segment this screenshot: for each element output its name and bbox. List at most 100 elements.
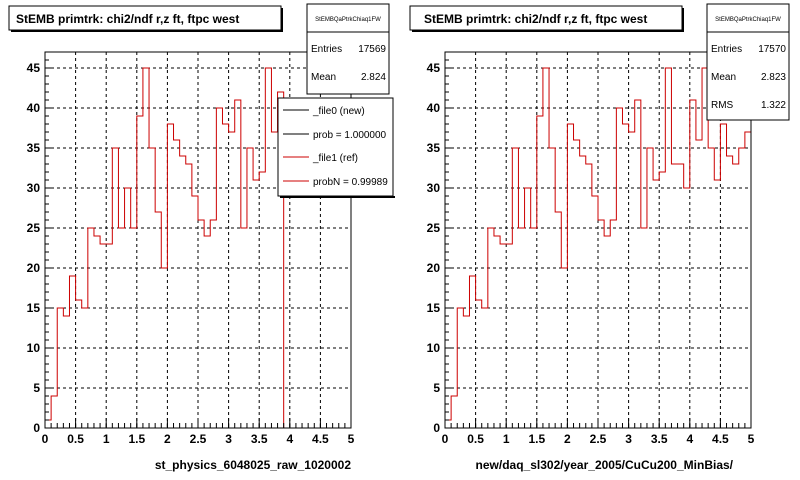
histogram-bin (112, 148, 118, 428)
histogram-bin (647, 148, 653, 428)
histogram-bin (161, 268, 167, 428)
histogram-bin (82, 308, 88, 428)
left-stats-entries-value: 17569 (358, 44, 386, 55)
histogram-bin (137, 116, 143, 428)
x-tick-label: 1 (103, 432, 110, 446)
right-series-group (444, 67, 751, 428)
histogram-bin (457, 308, 463, 428)
histogram-bin (247, 148, 253, 428)
histogram-bin (488, 228, 494, 428)
histogram-bin (555, 212, 561, 428)
y-tick-label: 15 (427, 301, 441, 315)
y-tick-label: 25 (27, 221, 41, 235)
histogram-bin (476, 300, 482, 428)
y-tick-label: 25 (427, 221, 441, 235)
histogram-bin (259, 172, 265, 428)
histogram-bin (106, 244, 112, 428)
x-tick-label: 3.5 (651, 432, 668, 446)
x-tick-label: 0 (42, 432, 49, 446)
right-x-tick-labels: 0 0.5 1 1.5 2 2.5 3 3.5 4 4.5 5 (442, 432, 755, 446)
left-stats-box: StEMBQaPtrkChiaq1FW Entries 17569 Mean 2… (306, 3, 390, 95)
right-axis-ticks (444, 51, 752, 429)
histogram-bin (235, 100, 241, 428)
histogram-bin (241, 228, 247, 428)
histogram-bin (653, 180, 659, 428)
histogram-bin (745, 132, 751, 428)
x-tick-label: 5 (748, 432, 755, 446)
left-x-axis-label: st_physics_6048025_raw_1020002 (155, 458, 351, 472)
y-tick-label: 40 (427, 101, 441, 115)
histogram-bin (100, 244, 106, 428)
histogram-bin (610, 220, 616, 428)
left-histogram-panel: StEMB primtrk: chi2/ndf r,z ft, ftpc wes… (1, 1, 397, 477)
histogram-bin (714, 180, 720, 428)
left-axis-ticks (44, 51, 352, 429)
x-tick-label: 0.5 (467, 432, 484, 446)
histogram-bin (45, 420, 51, 428)
histogram-step-line (444, 67, 751, 428)
y-tick-label: 30 (27, 181, 41, 195)
histogram-bin (222, 124, 228, 428)
histogram-bin (629, 132, 635, 428)
x-tick-label: 4.5 (312, 432, 329, 446)
right-histogram-panel: StEMB primtrk: chi2/ndf r,z ft, ftpc wes… (399, 1, 798, 477)
histogram-bin (500, 244, 506, 428)
y-tick-label: 35 (27, 141, 41, 155)
histogram-bin (574, 140, 580, 428)
histogram-bin (708, 148, 714, 428)
right-stats-entries-label: Entries (711, 44, 742, 55)
x-tick-label: 0 (442, 432, 449, 446)
x-tick-label: 2 (564, 432, 571, 446)
histogram-bin (445, 420, 451, 428)
histogram-bin (69, 276, 75, 428)
histogram-bin (204, 236, 210, 428)
histogram-bin (561, 268, 567, 428)
histogram-bin (253, 180, 259, 428)
histogram-bin (271, 132, 277, 428)
right-stats-header: StEMBQaPtrkChiaq1FW (715, 17, 781, 23)
histogram-bin (94, 236, 100, 428)
right-stats-entries-value: 17570 (758, 44, 786, 55)
y-tick-label: 45 (427, 61, 441, 75)
x-tick-label: 0.5 (67, 432, 84, 446)
x-tick-label: 1.5 (128, 432, 145, 446)
left-y-tick-labels: 0 5 10 15 20 25 30 35 40 45 (27, 61, 41, 435)
histogram-bin (598, 220, 604, 428)
right-stats-rms-label: RMS (711, 100, 734, 111)
histogram-bin (549, 148, 555, 428)
histogram-bin (512, 148, 518, 428)
histogram-bin (720, 124, 726, 428)
histogram-bin (186, 164, 192, 428)
x-tick-label: 5 (348, 432, 355, 446)
y-tick-label: 0 (433, 421, 440, 435)
right-stats-mean-value: 2.823 (761, 72, 786, 83)
histogram-bin (265, 68, 271, 428)
x-tick-label: 2.5 (590, 432, 607, 446)
histogram-bin (702, 68, 708, 428)
histogram-bin (451, 396, 457, 428)
left-title-box: StEMB primtrk: chi2/ndf r,z ft, ftpc wes… (8, 5, 283, 32)
x-tick-label: 1 (503, 432, 510, 446)
right-y-tick-labels: 0 5 10 15 20 25 30 35 40 45 (427, 61, 441, 435)
histogram-bin (51, 396, 57, 428)
histogram-bin (210, 220, 216, 428)
right-stats-mean-label: Mean (711, 72, 736, 83)
y-tick-label: 45 (27, 61, 41, 75)
left-stats-mean-value: 2.824 (361, 72, 386, 83)
histogram-bin (580, 156, 586, 428)
right-title-box: StEMB primtrk: chi2/ndf r,z ft, ftpc wes… (409, 5, 684, 32)
histogram-bin (76, 300, 82, 428)
histogram-bin (690, 100, 696, 428)
histogram-bin (494, 236, 500, 428)
histogram-bin (131, 228, 137, 428)
histogram-bin (641, 228, 647, 428)
x-tick-label: 3.5 (251, 432, 268, 446)
histogram-bin (586, 164, 592, 428)
y-tick-label: 10 (27, 341, 41, 355)
x-tick-label: 4 (286, 432, 293, 446)
histogram-bin (727, 156, 733, 428)
histogram-bin (616, 108, 622, 428)
y-tick-label: 5 (433, 381, 440, 395)
histogram-bin (198, 220, 204, 428)
